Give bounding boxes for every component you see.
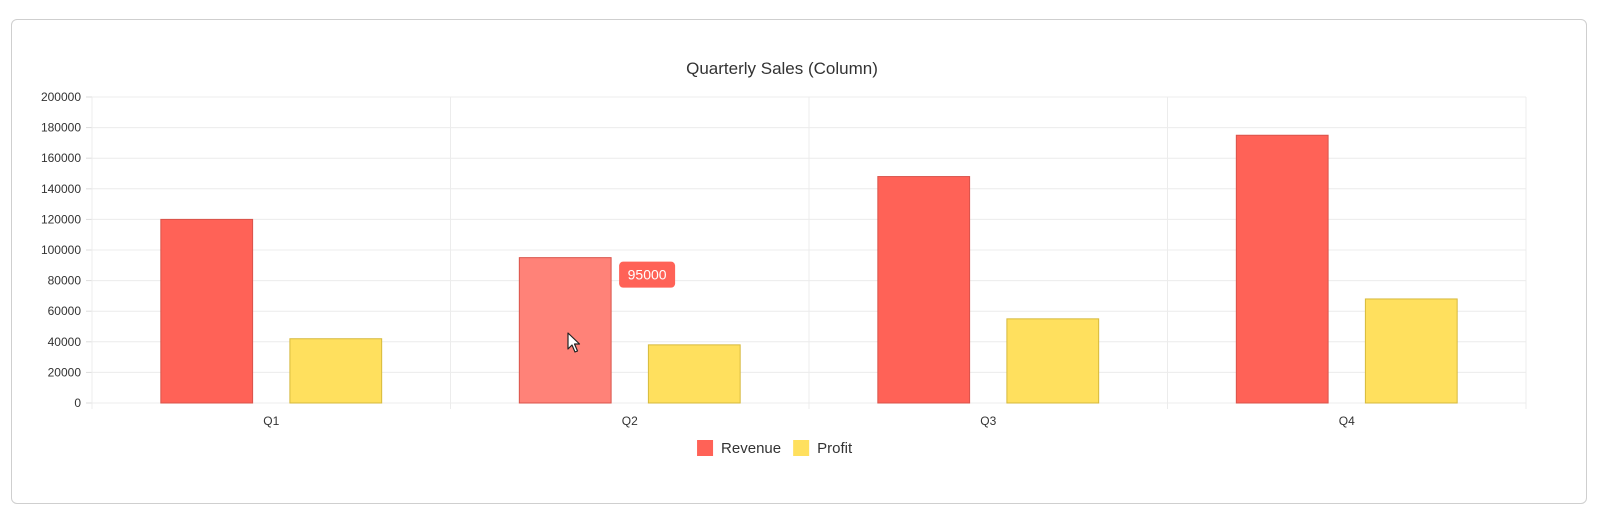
legend[interactable]: Revenue Profit xyxy=(697,440,853,457)
x-tick-label-q3: Q3 xyxy=(980,414,996,428)
x-tick-label-q2: Q2 xyxy=(622,414,638,428)
y-tick-label: 60000 xyxy=(48,304,82,318)
y-tick-label: 140000 xyxy=(41,182,81,196)
y-axis: 0 20000 40000 60000 80000 100000 120000 140000 1… xyxy=(41,90,81,410)
x-tick-label-q4: Q4 xyxy=(1339,414,1355,428)
bar-revenue-q4[interactable] xyxy=(1235,134,1329,404)
bar-revenue-q3[interactable] xyxy=(877,176,971,404)
legend-item-profit[interactable]: Profit xyxy=(793,440,853,457)
cursor-arrow-icon xyxy=(567,332,581,353)
bars[interactable] xyxy=(160,134,1458,404)
x-tick-label-q1: Q1 xyxy=(263,414,279,428)
y-tick-label: 40000 xyxy=(48,335,82,349)
bar-profit-q4[interactable] xyxy=(1364,298,1458,404)
legend-label: Revenue xyxy=(721,440,781,457)
bar-revenue-q2[interactable] xyxy=(518,257,612,404)
x-axis: Q1 Q2 Q3 Q4 xyxy=(263,414,1355,428)
legend-swatch xyxy=(793,440,810,456)
y-tick-label: 180000 xyxy=(41,121,81,135)
y-tick-label: 80000 xyxy=(48,274,82,288)
legend-item-revenue[interactable]: Revenue xyxy=(697,440,781,457)
y-tick-label: 100000 xyxy=(41,243,81,257)
tooltip-value: 95000 xyxy=(628,267,667,283)
chart-title: Quarterly Sales (Column) xyxy=(686,59,878,78)
bar-profit-q2[interactable] xyxy=(647,344,741,404)
tooltip-box xyxy=(619,261,676,288)
bar-profit-q3[interactable] xyxy=(1006,318,1100,404)
y-tick-label: 160000 xyxy=(41,151,81,165)
tooltip: 95000 xyxy=(619,261,676,288)
y-tick-label: 20000 xyxy=(48,365,82,379)
bar-revenue-q1[interactable] xyxy=(160,218,254,404)
legend-swatch xyxy=(697,440,714,456)
bar-profit-q1[interactable] xyxy=(289,338,383,404)
y-tick-label: 200000 xyxy=(41,90,81,104)
y-tick-label: 120000 xyxy=(41,212,81,226)
legend-label: Profit xyxy=(817,440,853,457)
y-tick-label: 0 xyxy=(74,396,81,410)
mouse-cursor xyxy=(567,332,581,353)
